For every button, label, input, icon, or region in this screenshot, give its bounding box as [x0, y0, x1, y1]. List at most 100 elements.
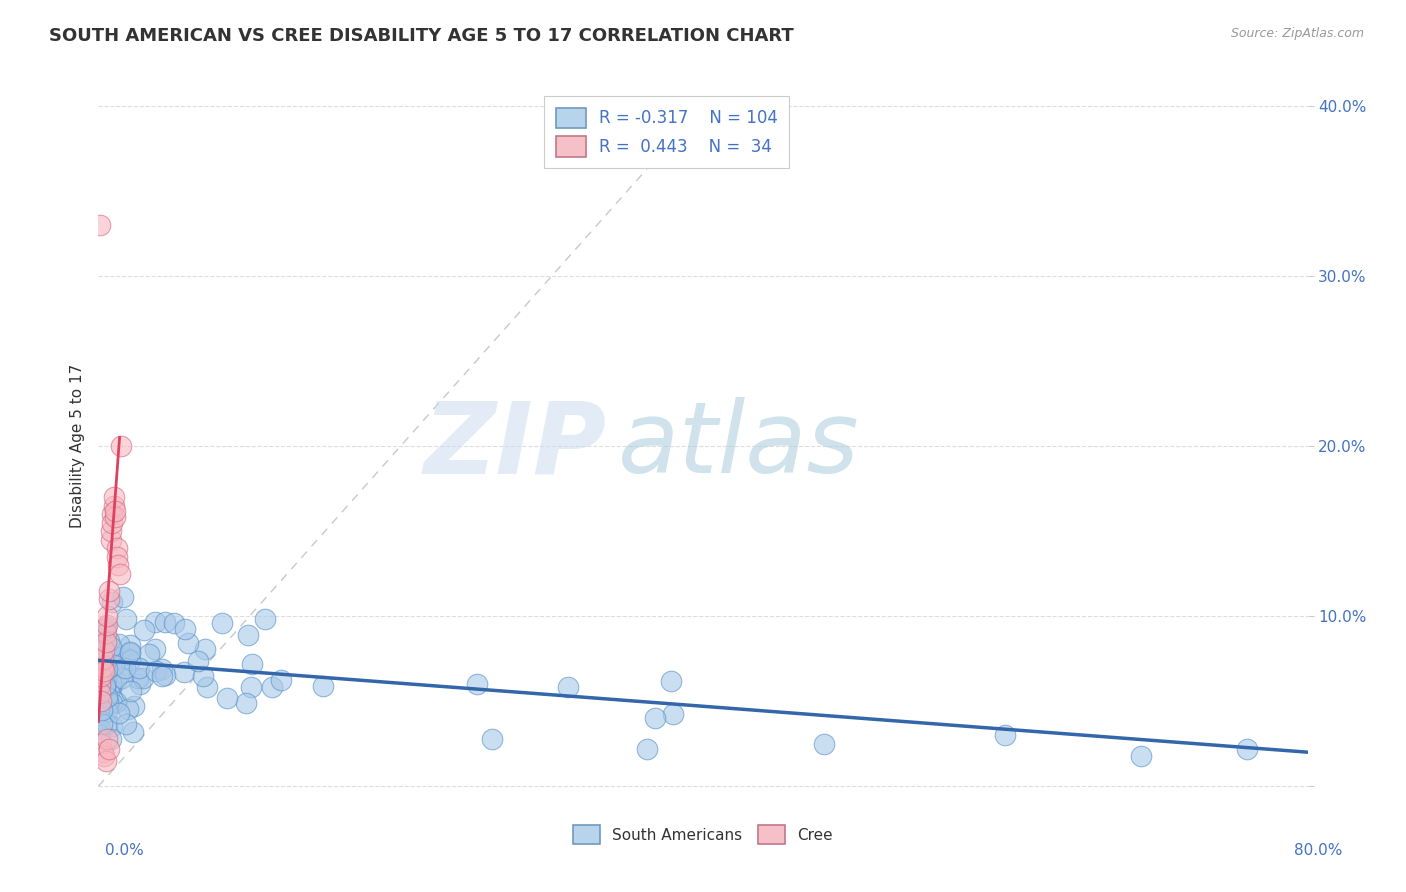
Point	[662, 706, 685, 721]
Point	[312, 679, 335, 693]
Point	[96, 717, 118, 731]
Point	[104, 510, 127, 524]
Point	[128, 677, 150, 691]
Point	[1130, 748, 1153, 763]
Point	[96, 698, 118, 712]
Text: Source: ZipAtlas.com: Source: ZipAtlas.com	[1230, 27, 1364, 40]
Point	[105, 549, 128, 564]
Point	[177, 636, 200, 650]
Point	[153, 668, 176, 682]
Point	[90, 737, 112, 751]
Point	[110, 439, 132, 453]
Point	[94, 754, 117, 768]
Point	[98, 681, 121, 696]
Point	[96, 672, 118, 686]
Point	[103, 499, 125, 513]
Point	[94, 626, 117, 640]
Point	[89, 677, 111, 691]
Point	[89, 686, 111, 700]
Point	[91, 631, 114, 645]
Point	[103, 490, 125, 504]
Point	[90, 668, 112, 682]
Point	[260, 680, 283, 694]
Point	[253, 612, 276, 626]
Point	[150, 669, 173, 683]
Point	[153, 615, 176, 629]
Legend: South Americans, Cree: South Americans, Cree	[565, 818, 841, 852]
Point	[100, 533, 122, 547]
Point	[98, 741, 121, 756]
Text: SOUTH AMERICAN VS CREE DISABILITY AGE 5 TO 17 CORRELATION CHART: SOUTH AMERICAN VS CREE DISABILITY AGE 5 …	[49, 27, 794, 45]
Point	[96, 617, 118, 632]
Point	[97, 695, 120, 709]
Point	[98, 648, 121, 663]
Point	[94, 623, 117, 637]
Point	[89, 218, 111, 232]
Point	[240, 657, 263, 671]
Point	[120, 684, 142, 698]
Point	[195, 680, 218, 694]
Point	[115, 650, 138, 665]
Point	[994, 728, 1017, 742]
Point	[108, 566, 131, 581]
Point	[118, 645, 141, 659]
Point	[98, 583, 121, 598]
Point	[100, 696, 122, 710]
Point	[111, 671, 134, 685]
Point	[103, 657, 125, 672]
Point	[194, 641, 217, 656]
Point	[659, 674, 682, 689]
Point	[94, 678, 117, 692]
Point	[107, 558, 129, 572]
Point	[117, 702, 139, 716]
Point	[107, 706, 129, 720]
Point	[145, 665, 167, 679]
Point	[122, 725, 145, 739]
Point	[90, 647, 112, 661]
Point	[91, 703, 114, 717]
Point	[96, 731, 118, 746]
Point	[173, 665, 195, 679]
Text: 80.0%: 80.0%	[1295, 843, 1343, 858]
Point	[94, 680, 117, 694]
Point	[91, 651, 114, 665]
Point	[101, 516, 124, 530]
Point	[128, 661, 150, 675]
Point	[114, 661, 136, 675]
Point	[90, 691, 112, 706]
Point	[105, 541, 128, 555]
Point	[94, 646, 117, 660]
Point	[89, 690, 111, 704]
Point	[89, 723, 111, 737]
Point	[138, 647, 160, 661]
Point	[89, 671, 111, 685]
Point	[111, 590, 134, 604]
Point	[100, 732, 122, 747]
Point	[644, 711, 666, 725]
Point	[111, 665, 134, 679]
Point	[90, 654, 112, 668]
Point	[145, 642, 167, 657]
Point	[150, 662, 173, 676]
Point	[101, 648, 124, 662]
Point	[100, 524, 122, 538]
Text: 0.0%: 0.0%	[105, 843, 145, 858]
Point	[105, 695, 128, 709]
Point	[96, 704, 118, 718]
Point	[1236, 741, 1258, 756]
Point	[235, 696, 257, 710]
Point	[115, 717, 138, 731]
Point	[98, 592, 121, 607]
Point	[89, 728, 111, 742]
Point	[91, 623, 114, 637]
Point	[101, 719, 124, 733]
Point	[100, 660, 122, 674]
Point	[813, 737, 835, 751]
Point	[90, 694, 112, 708]
Point	[96, 690, 118, 704]
Point	[107, 637, 129, 651]
Point	[93, 643, 115, 657]
Point	[96, 609, 118, 624]
Y-axis label: Disability Age 5 to 17: Disability Age 5 to 17	[69, 364, 84, 528]
Point	[101, 595, 124, 609]
